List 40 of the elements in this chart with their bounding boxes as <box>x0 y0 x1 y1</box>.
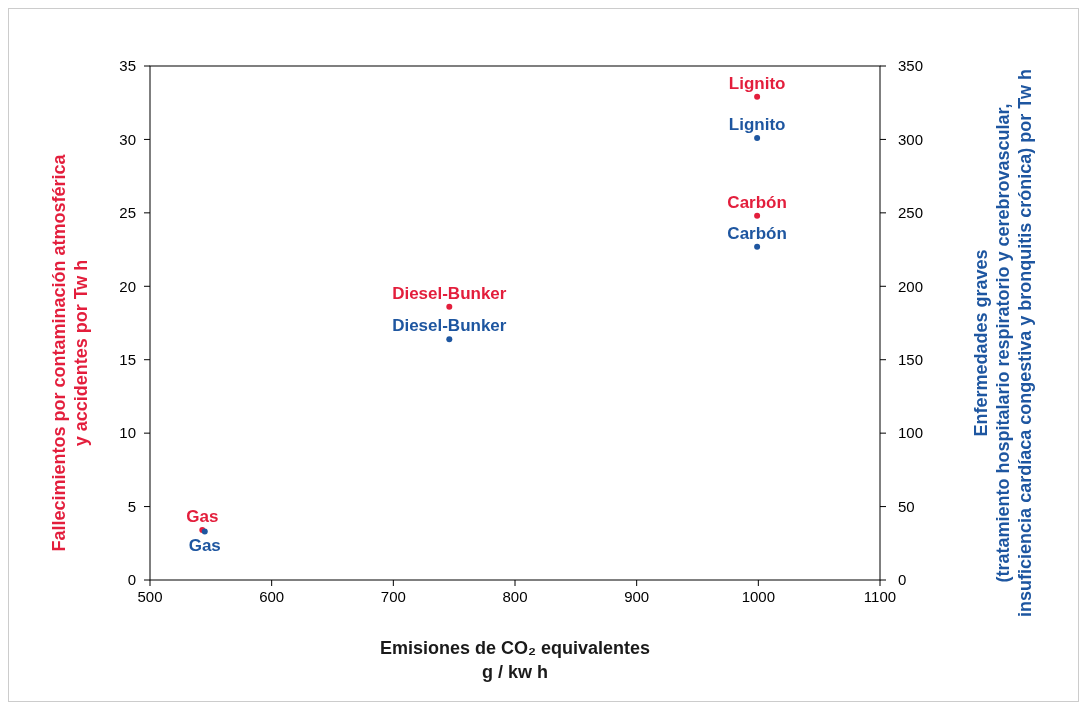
y-tick-label: 20 <box>119 277 136 295</box>
x-tick-label: 600 <box>259 588 285 605</box>
y2-tick-label: 250 <box>898 204 924 222</box>
x-tick-label: 900 <box>624 588 650 605</box>
point <box>754 243 761 250</box>
y2-tick-label: 300 <box>898 130 924 148</box>
y-axis-title: Fallecimientos por contaminación atmosférica y accidentes por Tw h <box>49 153 92 552</box>
point <box>754 134 761 141</box>
data-label: Carbón <box>727 192 787 212</box>
x-tick-label: 800 <box>502 588 528 605</box>
data-label: Carbón <box>727 223 787 243</box>
y2-tick-label: 100 <box>898 424 924 442</box>
y-tick-label: 10 <box>119 424 136 442</box>
y2-axis-title: Enfermedades graves (tratamiento hospitalario respiratorio y cerebrovascular, insuficiencia cardíaca congestiva y bronquitis crónica) por Tw h <box>971 69 1036 617</box>
data-label: Lignito <box>728 73 786 93</box>
data-label: Gas <box>188 536 221 556</box>
data-label: Lignito <box>728 114 786 134</box>
y-tick-label: 35 <box>119 57 136 75</box>
data-label: Diesel-Bunker <box>392 316 507 336</box>
y-tick-label: 15 <box>119 350 136 368</box>
x-tick-label: 1100 <box>863 588 897 605</box>
y-tick-label: 30 <box>119 130 136 148</box>
point <box>446 336 453 343</box>
x-axis-title: Emisiones de CO₂ equivalentes g / kw h <box>379 638 651 683</box>
point <box>754 93 761 100</box>
point <box>754 212 761 219</box>
x-tick-label: 1000 <box>741 588 776 605</box>
point <box>446 303 453 310</box>
data-label: Gas <box>186 507 219 527</box>
y-tick-label: 25 <box>119 204 136 222</box>
y-tick-label: 0 <box>127 571 136 589</box>
y-tick-label: 5 <box>127 497 136 515</box>
x-tick-label: 700 <box>380 588 406 605</box>
y2-tick-label: 0 <box>898 571 907 589</box>
x-tick-label: 500 <box>137 588 163 605</box>
y2-tick-label: 50 <box>898 497 915 515</box>
y2-tick-label: 200 <box>898 277 924 295</box>
data-label: Diesel-Bunker <box>392 283 507 303</box>
y2-tick-label: 150 <box>898 350 924 368</box>
y2-tick-label: 350 <box>898 57 924 75</box>
